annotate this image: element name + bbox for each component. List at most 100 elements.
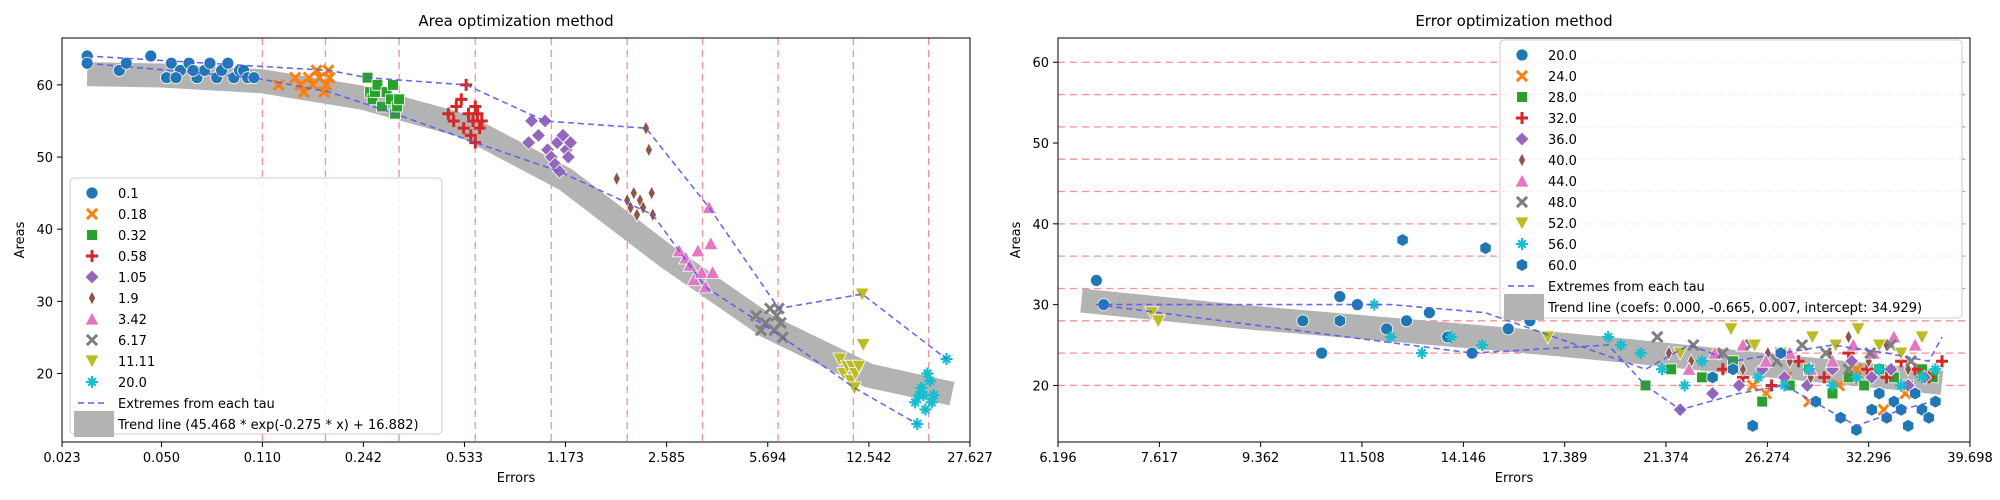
legend-item-trend: Trend line (45.468 * exp(-0.275 * x) + 1… bbox=[74, 411, 419, 437]
data-point bbox=[475, 114, 488, 127]
data-point bbox=[851, 359, 867, 375]
data-point bbox=[855, 338, 871, 353]
data-point bbox=[530, 127, 547, 143]
x-tick-label: 12.542 bbox=[846, 451, 892, 466]
legend-item-20.0: 20.0 bbox=[1515, 48, 1577, 64]
data-point bbox=[442, 107, 455, 120]
extremes-lower-line bbox=[1096, 303, 1933, 427]
data-point bbox=[1296, 314, 1310, 328]
data-point bbox=[1850, 322, 1866, 337]
series-0.58 bbox=[442, 78, 488, 149]
data-point bbox=[1746, 338, 1763, 353]
data-point bbox=[471, 107, 484, 120]
legend-box bbox=[1499, 39, 1963, 319]
data-point bbox=[1476, 339, 1489, 352]
chart-title: Error optimization method bbox=[1415, 12, 1612, 30]
legend-item-trend: Trend line (coefs: 0.000, -0.665, 0.007,… bbox=[1504, 294, 1922, 320]
legend-item-36.0: 36.0 bbox=[1514, 131, 1577, 148]
legend-marker bbox=[84, 311, 100, 326]
legend-item-11.11: 11.11 bbox=[84, 354, 155, 370]
legend-label: 0.58 bbox=[118, 250, 147, 265]
x-tick-label: 32.296 bbox=[1846, 451, 1892, 466]
legend-item-0.1: 0.1 bbox=[85, 186, 139, 202]
data-point bbox=[1871, 338, 1887, 353]
data-point bbox=[1333, 290, 1347, 303]
y-tick-label: 20 bbox=[36, 367, 53, 382]
data-point bbox=[749, 309, 763, 322]
data-point bbox=[1850, 422, 1863, 437]
data-point bbox=[1396, 233, 1409, 247]
data-point bbox=[927, 389, 940, 402]
legend-swatch bbox=[74, 411, 114, 437]
data-point bbox=[915, 381, 928, 394]
data-point bbox=[1914, 330, 1930, 345]
y-tick-label: 60 bbox=[1032, 56, 1049, 71]
legend-item-0.58: 0.58 bbox=[86, 250, 147, 265]
data-point bbox=[1756, 395, 1769, 408]
data-point bbox=[560, 149, 576, 165]
x-axis-label: Errors bbox=[497, 471, 536, 486]
series-60.0 bbox=[1333, 233, 1942, 437]
y-tick-label: 60 bbox=[36, 79, 53, 94]
x-tick-label: 1.173 bbox=[547, 451, 584, 466]
data-point bbox=[1144, 306, 1160, 321]
data-point bbox=[694, 264, 710, 279]
legend-item-extremes: Extremes from each tau bbox=[1508, 280, 1705, 295]
legend-label: Extremes from each tau bbox=[118, 397, 275, 412]
data-point bbox=[272, 78, 285, 92]
legend-box bbox=[69, 177, 443, 435]
data-point bbox=[925, 396, 938, 409]
data-point bbox=[1672, 346, 1688, 361]
x-tick-label: 5.694 bbox=[749, 451, 786, 466]
legend-label: 60.0 bbox=[1548, 259, 1577, 274]
data-point bbox=[832, 352, 848, 367]
data-point bbox=[1858, 379, 1870, 392]
data-point bbox=[323, 71, 336, 84]
legend-marker bbox=[1514, 131, 1530, 147]
data-point bbox=[1865, 402, 1878, 417]
data-point bbox=[921, 367, 934, 380]
data-point bbox=[1384, 330, 1397, 343]
legend-marker bbox=[86, 229, 98, 241]
data-point bbox=[1696, 355, 1708, 368]
legend-item-48.0: 48.0 bbox=[1515, 195, 1577, 211]
y-tick-label: 30 bbox=[1032, 299, 1049, 314]
legend-item-52.0: 52.0 bbox=[1514, 216, 1577, 232]
legend-marker bbox=[84, 354, 100, 369]
legend-label: 56.0 bbox=[1548, 238, 1577, 253]
data-point bbox=[1706, 370, 1719, 385]
data-point bbox=[1501, 322, 1515, 336]
data-point bbox=[1880, 410, 1893, 425]
legend-marker bbox=[85, 333, 99, 347]
x-tick-label: 7.617 bbox=[1141, 451, 1178, 466]
x-tick-label: 0.050 bbox=[143, 451, 180, 466]
legend-label: 20.0 bbox=[1548, 49, 1577, 64]
data-point bbox=[1895, 402, 1908, 417]
legend-marker bbox=[1515, 69, 1529, 83]
data-point bbox=[1850, 371, 1863, 384]
data-point bbox=[1819, 346, 1833, 360]
data-point bbox=[641, 120, 651, 137]
data-point bbox=[371, 79, 384, 91]
legend: 20.0 24.0 28.0 32.0 36.0 40.0 44.0 48.0 52.0 56.0… bbox=[1499, 39, 1963, 320]
legend-marker bbox=[1514, 216, 1530, 231]
x-tick-label: 14.146 bbox=[1441, 451, 1487, 466]
data-point bbox=[1415, 347, 1428, 360]
x-tick-label: 0.242 bbox=[345, 451, 382, 466]
x-axis-label: Errors bbox=[1495, 471, 1534, 486]
legend-item-0.32: 0.32 bbox=[86, 229, 147, 244]
legend-item-60.0: 60.0 bbox=[1515, 258, 1577, 274]
legend-marker bbox=[1515, 258, 1529, 272]
data-point bbox=[1778, 379, 1791, 392]
data-point bbox=[1844, 329, 1853, 345]
extremes-upper-line bbox=[87, 55, 947, 360]
data-point bbox=[457, 122, 470, 135]
data-point bbox=[690, 242, 706, 258]
legend-marker bbox=[84, 269, 100, 285]
plot-area bbox=[80, 38, 955, 442]
legend-label: 3.42 bbox=[118, 313, 147, 328]
data-point bbox=[774, 316, 787, 330]
chart-panel-1: 0.023 0.050 0.110 0.242 0.533 1.173 2.585 5.694… bbox=[13, 12, 993, 486]
data-point bbox=[469, 136, 482, 149]
data-point bbox=[1400, 314, 1413, 328]
